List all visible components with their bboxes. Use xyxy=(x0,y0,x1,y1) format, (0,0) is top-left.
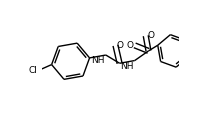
Text: O: O xyxy=(117,41,124,50)
Text: Cl: Cl xyxy=(29,66,38,75)
Text: NH: NH xyxy=(120,62,133,71)
Text: O: O xyxy=(147,31,154,40)
Text: NH: NH xyxy=(91,56,105,65)
Text: O: O xyxy=(126,41,133,50)
